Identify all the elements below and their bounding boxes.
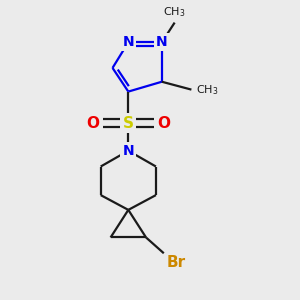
- Text: O: O: [86, 116, 99, 130]
- Text: N: N: [122, 35, 134, 49]
- Text: CH$_3$: CH$_3$: [164, 5, 186, 19]
- Text: O: O: [157, 116, 170, 130]
- Text: S: S: [123, 116, 134, 130]
- Text: N: N: [122, 144, 134, 158]
- Text: N: N: [156, 35, 168, 49]
- Text: CH$_3$: CH$_3$: [196, 83, 219, 97]
- Text: Br: Br: [167, 255, 186, 270]
